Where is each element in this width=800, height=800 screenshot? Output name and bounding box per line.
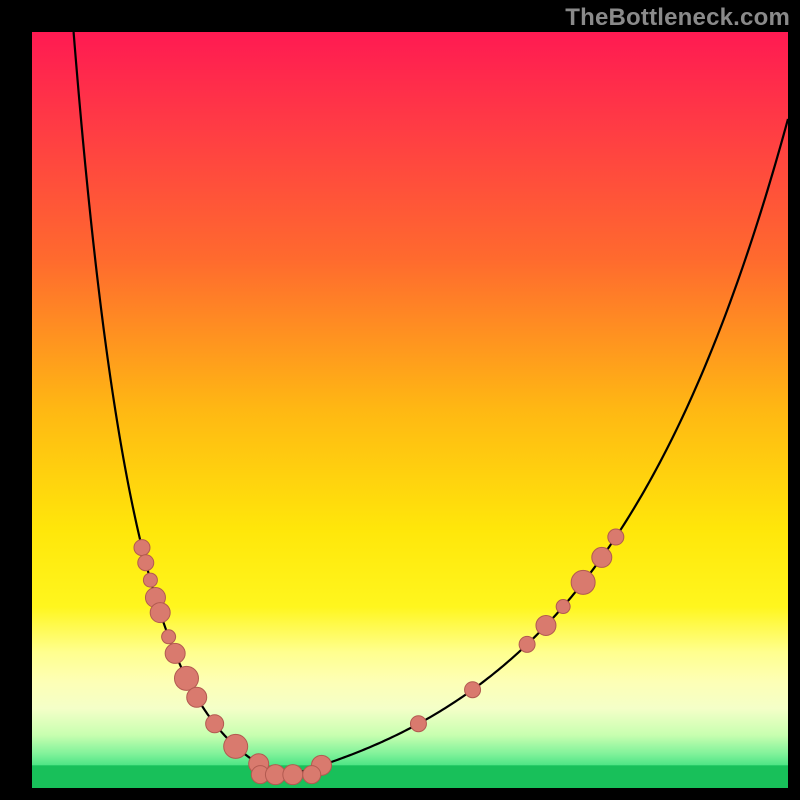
curve-bead	[206, 715, 224, 733]
curve-bead	[138, 555, 154, 571]
curve-bead	[150, 603, 170, 623]
curve-bead	[224, 734, 248, 758]
curve-bead	[283, 765, 303, 785]
curve-bead	[134, 540, 150, 556]
plot-area	[32, 32, 788, 788]
curve-bead	[174, 666, 198, 690]
curve-bead	[519, 636, 535, 652]
curve-bead	[162, 630, 176, 644]
curve-bead	[143, 573, 157, 587]
curve-bead	[187, 687, 207, 707]
watermark-text: TheBottleneck.com	[565, 4, 790, 32]
curve-bead	[410, 716, 426, 732]
curve-bead	[556, 600, 570, 614]
curve-bead	[165, 643, 185, 663]
curve-bead	[465, 682, 481, 698]
curve-bead	[608, 529, 624, 545]
chart-frame: TheBottleneck.com	[0, 0, 800, 800]
curve-bead	[592, 547, 612, 567]
curve-bead	[536, 615, 556, 635]
curve-bead	[303, 766, 321, 784]
curve-bead	[571, 570, 595, 594]
